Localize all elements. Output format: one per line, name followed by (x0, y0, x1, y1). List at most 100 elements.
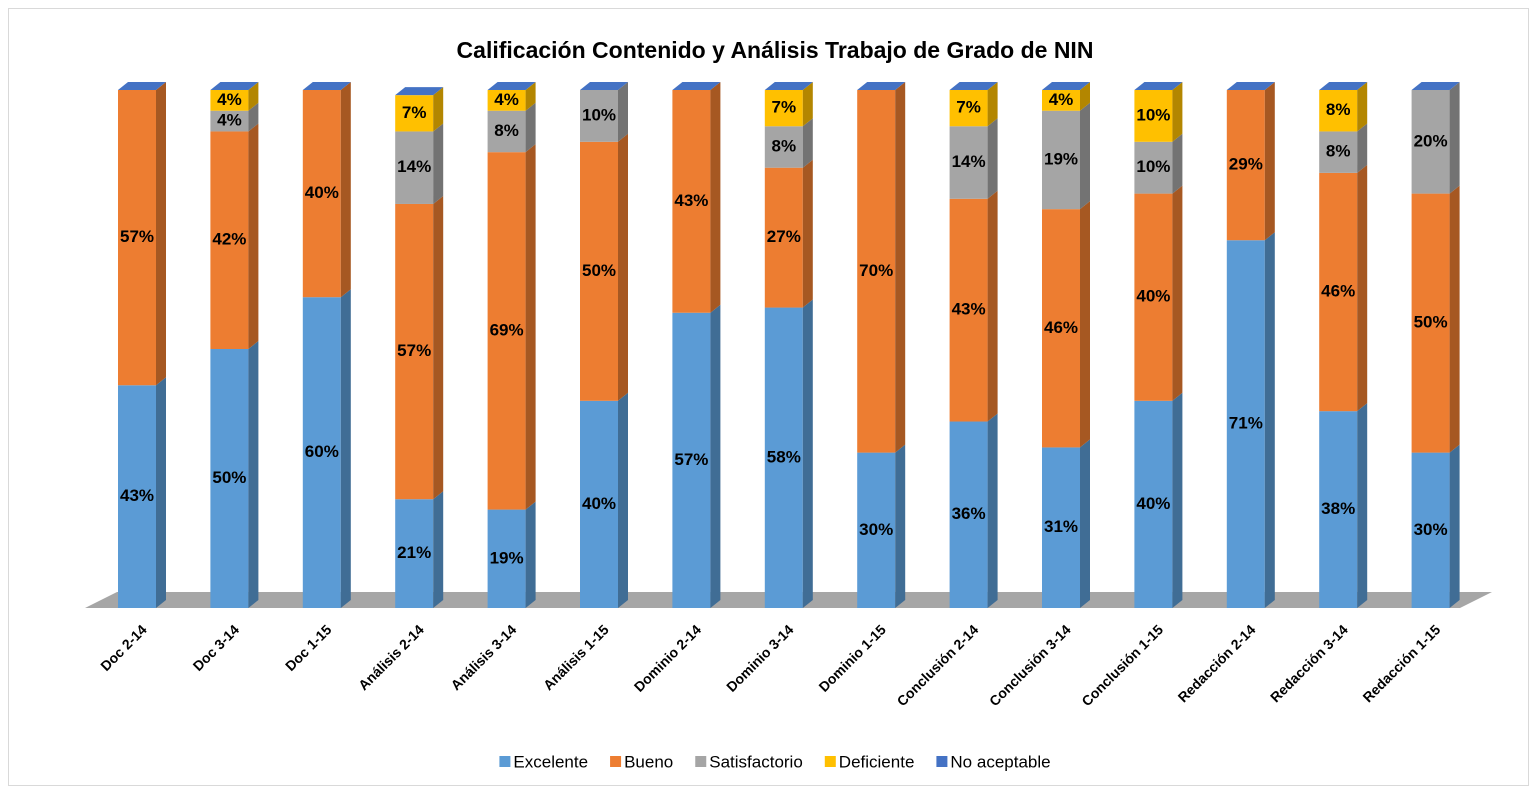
bar-front (1042, 209, 1080, 448)
data-label: 4% (494, 90, 519, 109)
bar-side (1080, 439, 1090, 608)
bar-front (1411, 452, 1450, 608)
bar-segment (1411, 444, 1460, 608)
chart-title: Calificación Contenido y Análisis Trabaj… (457, 37, 1094, 63)
bar-side (802, 159, 813, 308)
bar-side (987, 190, 998, 422)
legend-label: Bueno (624, 752, 673, 771)
legend-item: Deficiente (824, 752, 915, 771)
bar-top (118, 82, 166, 90)
bar-front (949, 126, 988, 199)
bar-side (433, 195, 444, 500)
bar-segment (210, 102, 259, 132)
bar-side (525, 144, 536, 510)
data-label: 50% (1414, 313, 1448, 332)
bar-segment (1411, 82, 1460, 90)
bar-side (1449, 185, 1460, 453)
bar-side (248, 123, 259, 349)
bar-front (302, 297, 341, 608)
bar-front (764, 90, 803, 127)
bar-top (1411, 82, 1460, 90)
bar-front (672, 312, 711, 608)
data-label: 71% (1229, 414, 1263, 433)
data-label: 7% (402, 103, 427, 122)
legend-swatch (610, 756, 622, 767)
bar-front (487, 110, 526, 153)
bar-segment (1319, 123, 1368, 173)
data-label: 43% (120, 486, 154, 505)
legend-label: No aceptable (950, 752, 1050, 771)
bar-front (764, 307, 803, 608)
bar-segment (487, 501, 536, 608)
bar-side (1357, 123, 1368, 173)
bar-side (987, 82, 998, 127)
bar-side (618, 82, 628, 142)
bar-side (710, 304, 721, 608)
legend-swatch (695, 756, 707, 767)
data-label: 14% (952, 152, 986, 171)
data-label: 8% (494, 121, 519, 140)
bar-top (580, 82, 628, 90)
bar-side (895, 444, 906, 608)
bar-side (433, 87, 444, 132)
data-label: 21% (397, 543, 431, 562)
bar-front (1319, 172, 1358, 412)
data-label: 7% (772, 98, 797, 117)
data-label: 31% (1044, 517, 1078, 536)
bar-side (248, 82, 259, 111)
legend-item: No aceptable (936, 752, 1051, 771)
legend-swatch (824, 756, 836, 767)
data-label: 29% (1229, 155, 1263, 174)
bar-segment (1042, 102, 1090, 210)
legend-swatch (499, 756, 511, 767)
bar-segment (1042, 201, 1090, 448)
bar-top (1319, 82, 1368, 90)
bar-side (802, 118, 813, 168)
bar-segment (1226, 232, 1275, 608)
bar-top (949, 82, 998, 90)
bar-front (487, 509, 526, 608)
bar-front (1042, 90, 1080, 111)
bar-segment (764, 82, 813, 90)
bar-side (1449, 444, 1460, 608)
bar-top (487, 82, 536, 90)
bar-segment (1319, 164, 1368, 412)
data-label: 70% (859, 261, 893, 280)
bar-side (1264, 82, 1275, 241)
data-label: 50% (212, 468, 246, 487)
legend-label: Deficiente (839, 752, 915, 771)
legend-item: Excelente (499, 752, 588, 771)
data-label: 8% (1326, 100, 1351, 119)
data-label: 57% (397, 341, 431, 360)
bar-side (618, 392, 628, 608)
data-label: 40% (1136, 287, 1170, 306)
bar-segment (1134, 82, 1183, 90)
bar-front (672, 90, 711, 313)
bar-segment (949, 82, 998, 127)
bar-front (1226, 90, 1265, 241)
data-label: 43% (952, 300, 986, 319)
data-label: 46% (1321, 282, 1355, 301)
bar-segment (395, 87, 444, 96)
bar-segment (764, 159, 813, 308)
bar-segment (1319, 403, 1368, 608)
bar-side (340, 289, 351, 608)
bar-segment (210, 123, 259, 349)
bar-top (1042, 82, 1090, 90)
bar-side (248, 341, 259, 608)
bar-segment (118, 82, 166, 90)
bar-segment (580, 392, 628, 608)
bar-front (580, 400, 618, 608)
bar-segment (857, 444, 906, 608)
bar-front (395, 95, 434, 132)
bar-side (987, 118, 998, 199)
data-label: 7% (956, 98, 981, 117)
bar-front (395, 203, 434, 500)
bar-front (580, 141, 618, 401)
data-label: 8% (772, 136, 797, 155)
data-label: 10% (582, 105, 616, 124)
bar-segment (395, 87, 444, 132)
bar-segment (949, 118, 998, 199)
bar-front (395, 499, 434, 608)
